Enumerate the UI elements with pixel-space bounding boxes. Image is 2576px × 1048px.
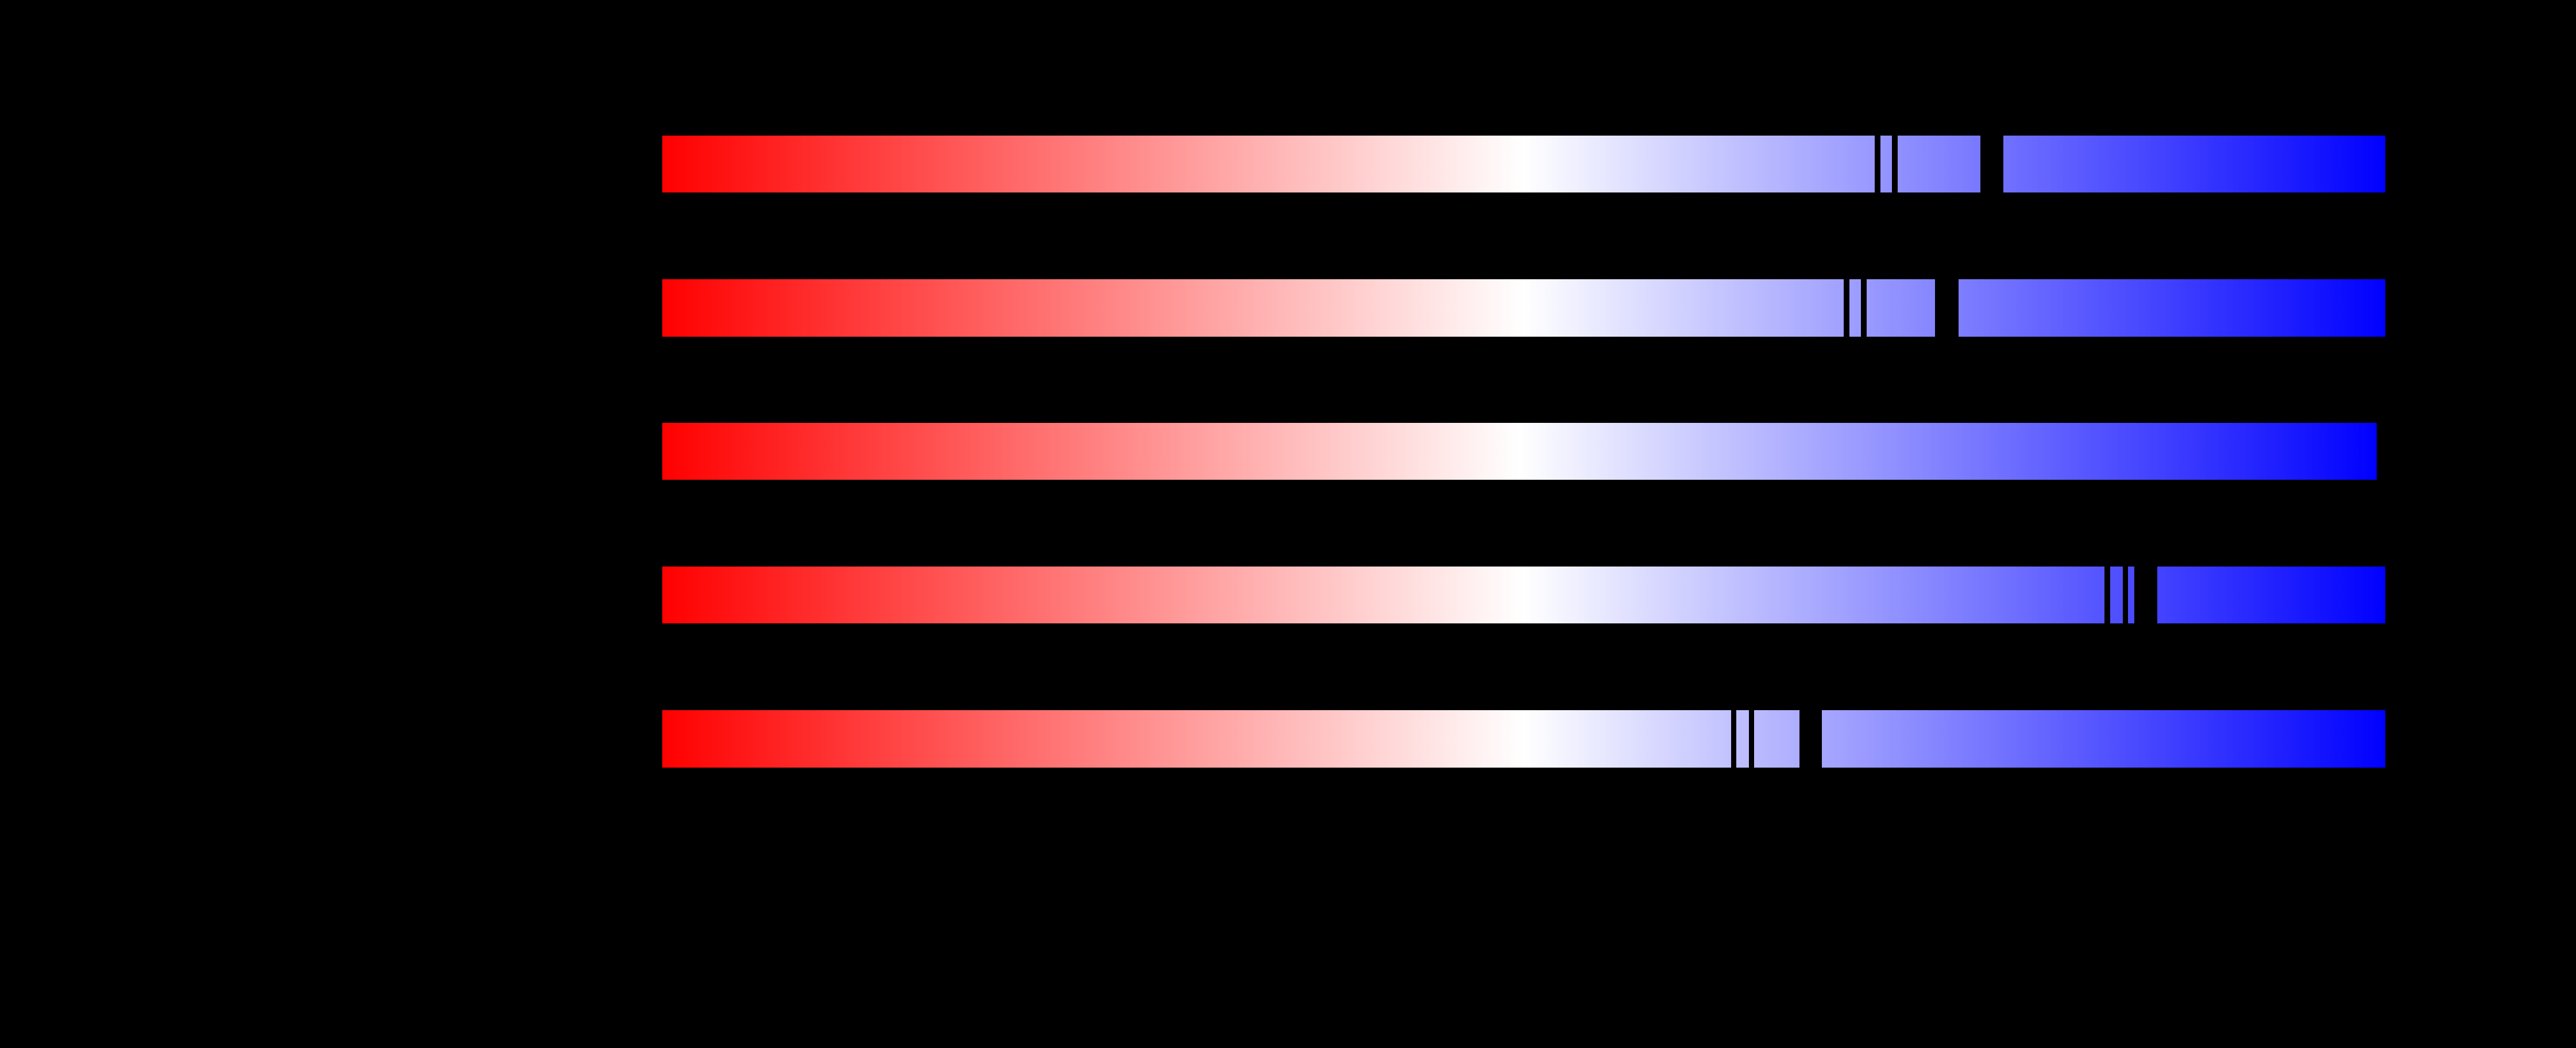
bar-marker-line	[1935, 279, 1959, 337]
gradient-bar	[662, 567, 2385, 623]
bar-marker-line	[1799, 710, 1822, 768]
bar-marker-line	[1875, 136, 1880, 192]
gradient-bar	[662, 710, 2385, 768]
bar-marker-line	[1731, 710, 1736, 768]
bar-marker-line	[1844, 279, 1849, 337]
gradient-bar	[662, 136, 2385, 192]
gradient-bar	[662, 279, 2385, 337]
bar-marker-line	[2123, 567, 2128, 623]
bar-marker-line	[2104, 567, 2110, 623]
bar-marker-line	[1892, 136, 1898, 192]
gradient-bar	[662, 423, 2377, 480]
bar-marker-line	[2134, 567, 2157, 623]
bar-marker-line	[1749, 710, 1754, 768]
bar-marker-line	[1980, 136, 2003, 192]
bar-marker-line	[1861, 279, 1867, 337]
